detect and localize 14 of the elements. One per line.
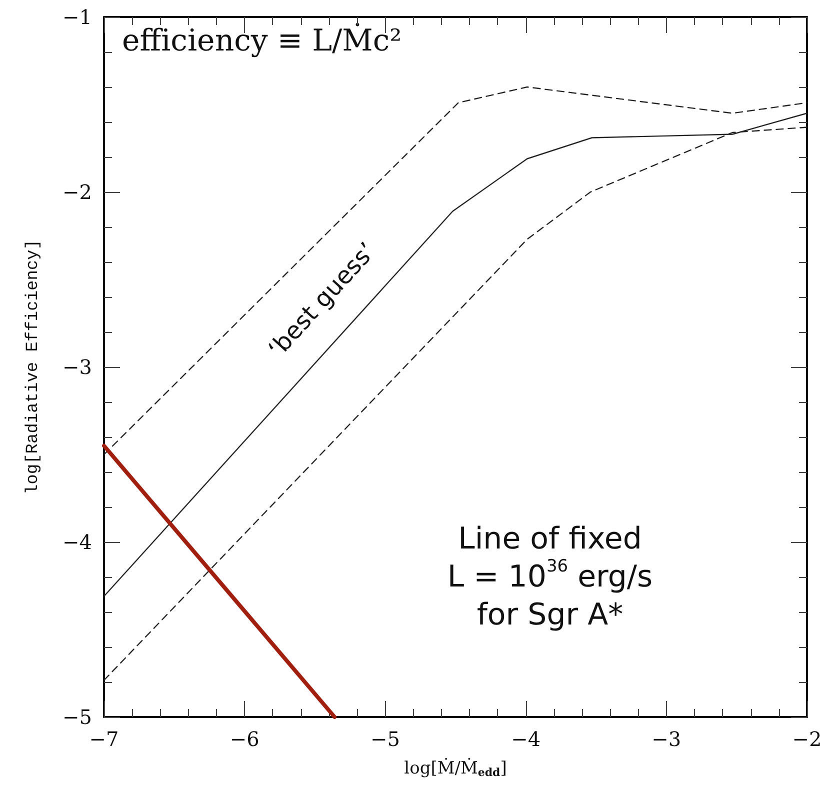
y-tick-label: −3 xyxy=(62,355,92,379)
y-axis-title: log[Radiative Efficiency] xyxy=(24,239,43,495)
y-tick-label: −5 xyxy=(62,705,92,729)
x-tick-label: −7 xyxy=(89,727,119,751)
chart-title: efficiency ≡ L/Ṁc² xyxy=(122,22,402,58)
y-tick-label: −1 xyxy=(62,5,92,29)
y-tick-label: −2 xyxy=(62,180,92,204)
line-series xyxy=(103,86,808,456)
x-tick-label: −3 xyxy=(652,727,682,751)
y-tick-label: −4 xyxy=(62,530,92,554)
x-tick-label: −6 xyxy=(230,727,260,751)
x-tick-label: −2 xyxy=(792,727,822,751)
x-tick-label: −5 xyxy=(370,727,400,751)
x-tick-label: −4 xyxy=(511,727,541,751)
